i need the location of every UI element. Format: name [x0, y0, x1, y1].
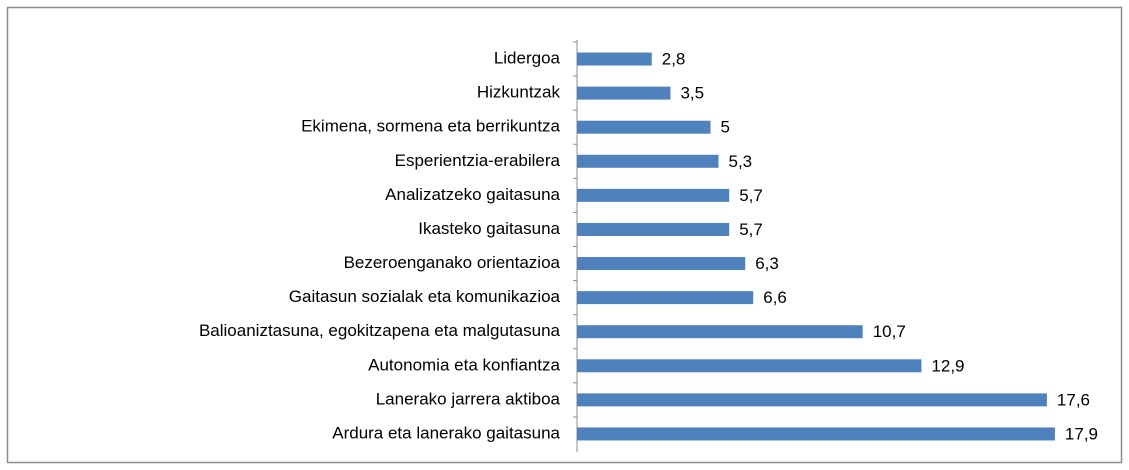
value-label: 5,7: [739, 186, 763, 205]
y-tick-label: Hizkuntzak: [477, 83, 561, 102]
y-tick-label: Bezeroenganako orientazioa: [344, 253, 561, 272]
y-tick-label: Lanerako jarrera aktiboa: [376, 389, 561, 408]
y-tick-label: Lidergoa: [494, 49, 561, 68]
bar: [577, 325, 863, 339]
value-label: 17,9: [1065, 424, 1098, 443]
bar: [577, 291, 754, 305]
value-label: 12,9: [931, 356, 964, 375]
y-tick-label: Ekimena, sormena eta berrikuntza: [301, 117, 560, 136]
y-tick-label: Ikasteko gaitasuna: [418, 219, 560, 238]
value-label: 6,6: [763, 288, 787, 307]
value-label: 5,7: [739, 220, 763, 239]
y-tick-label: Autonomia eta konfiantza: [368, 355, 560, 374]
value-label: 5,3: [729, 152, 753, 171]
value-label: 2,8: [662, 50, 686, 69]
bar: [577, 427, 1055, 441]
value-label: 5: [721, 118, 730, 137]
bar: [577, 188, 730, 202]
chart-frame: [6, 6, 1123, 464]
y-tick-label: Gaitasun sozialak eta komunikazioa: [289, 287, 561, 306]
bar: [577, 359, 922, 373]
value-label: 10,7: [873, 322, 906, 341]
bar: [577, 393, 1047, 407]
value-label: 3,5: [680, 84, 704, 103]
value-label: 6,3: [755, 254, 779, 273]
bar: [577, 52, 652, 66]
bar: [577, 86, 671, 100]
bar: [577, 257, 746, 271]
bar: [577, 154, 719, 168]
y-tick-label: Balioaniztasuna, egokitzapena eta malgut…: [199, 321, 561, 340]
value-label: 17,6: [1057, 390, 1090, 409]
bar: [577, 222, 730, 236]
y-tick-label: Analizatzeko gaitasuna: [385, 185, 560, 204]
bar: [577, 120, 711, 134]
y-tick-label: Ardura eta lanerako gaitasuna: [332, 423, 560, 442]
y-tick-label: Esperientzia-erabilera: [395, 151, 561, 170]
